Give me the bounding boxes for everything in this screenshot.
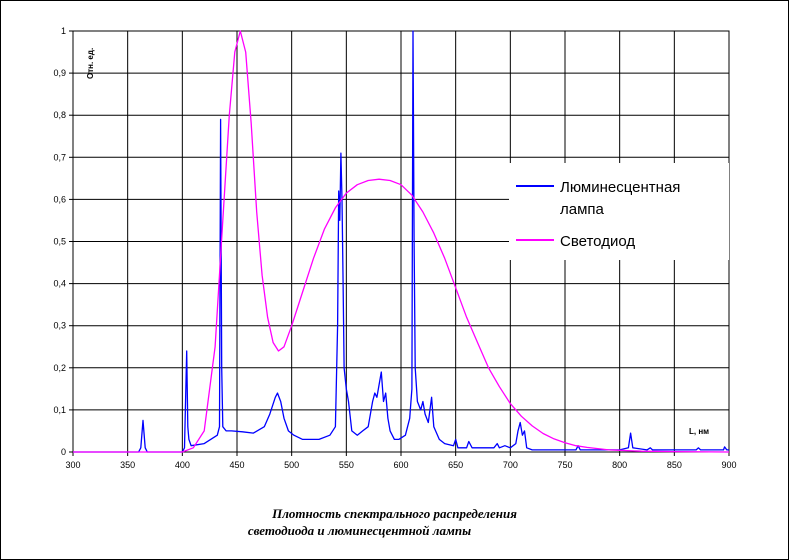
x-tick-label: 450 xyxy=(229,460,244,470)
legend-label-lamp-line2: лампа xyxy=(560,201,605,218)
y-tick-label: 0,8 xyxy=(53,110,66,120)
x-tick-label: 700 xyxy=(503,460,518,470)
y-tick-label: 0,9 xyxy=(53,68,66,78)
y-tick-labels: 0 0,1 0,2 0,3 0,4 0,5 0,6 0,7 0,8 0,9 1 xyxy=(53,26,66,457)
legend: Люминесцентная лампа Светодиод xyxy=(509,163,729,260)
y-tick-label: 0,2 xyxy=(53,363,66,373)
y-tick-label: 0,1 xyxy=(53,405,66,415)
caption-line-2: светодиода и люминесцентной лампы xyxy=(247,523,472,538)
y-tick-label: 0,3 xyxy=(53,321,66,331)
y-tick-label: 0,4 xyxy=(53,279,66,289)
caption-line-1: Плотность спектрального распределения xyxy=(272,506,517,521)
x-tick-labels: 300 350 400 450 500 550 600 650 700 750 800 850 900 xyxy=(65,460,736,470)
y-tick-label: 0,5 xyxy=(53,237,66,247)
series-led-line xyxy=(73,30,730,453)
series-lines xyxy=(73,30,730,453)
x-tick-label: 650 xyxy=(448,460,463,470)
series-lamp-line xyxy=(73,30,729,453)
x-tick-label: 550 xyxy=(339,460,354,470)
legend-label-lamp-line1: Люминесцентная xyxy=(560,179,680,196)
x-tick-label: 350 xyxy=(120,460,135,470)
y-tick-label: 0,7 xyxy=(53,152,66,162)
legend-box xyxy=(509,163,729,260)
x-tick-label: 500 xyxy=(284,460,299,470)
x-tick-label: 300 xyxy=(65,460,80,470)
x-tick-label: 800 xyxy=(612,460,627,470)
x-tick-label: 400 xyxy=(175,460,190,470)
y-axis-title: Отн. ед. xyxy=(86,48,95,79)
x-axis-title: L, нм xyxy=(689,427,709,436)
x-tick-label: 850 xyxy=(667,460,682,470)
y-tick-label: 0 xyxy=(61,447,66,457)
spectral-chart: 300 350 400 450 500 550 600 650 700 750 800 850 900 … xyxy=(53,26,736,470)
x-tick-label: 600 xyxy=(393,460,408,470)
y-tick-label: 0,6 xyxy=(53,194,66,204)
legend-label-led: Светодиод xyxy=(560,233,635,250)
y-tick-label: 1 xyxy=(61,26,66,36)
x-tick-label: 900 xyxy=(721,460,736,470)
caption: Плотность спектрального распределения св… xyxy=(0,505,789,539)
x-tick-label: 750 xyxy=(557,460,572,470)
